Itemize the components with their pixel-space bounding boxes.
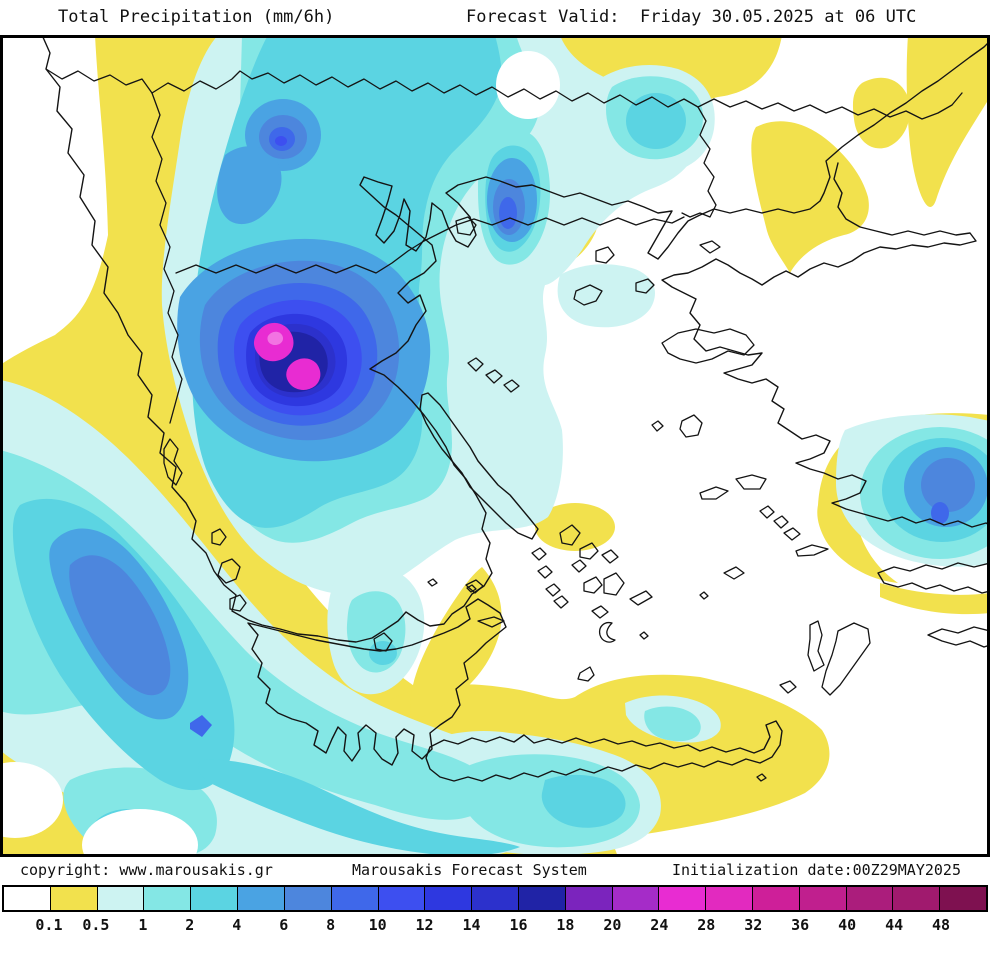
legend-color-cell: [517, 887, 565, 910]
footer-bar: copyright: www.marousakis.gr Marousakis …: [0, 857, 990, 885]
legend-tick-label: 1: [138, 916, 148, 934]
legend-color-cell: [143, 887, 191, 910]
map-title: Total Precipitation (mm/6h): [58, 7, 335, 27]
map-frame: [0, 35, 990, 857]
legend-color-cell: [611, 887, 659, 910]
forecast-valid-text: Forecast Valid: Friday 30.05.2025 at 06 …: [466, 7, 917, 27]
legend-tick-label: 12: [415, 916, 434, 934]
legend-tick-label: 40: [838, 916, 857, 934]
copyright-text: copyright: www.marousakis.gr: [20, 861, 273, 879]
legend-tick-label: 44: [885, 916, 904, 934]
legend-tick-label: 18: [556, 916, 575, 934]
header-bar: Total Precipitation (mm/6h) Forecast Val…: [0, 0, 990, 35]
initialization-date-text: Initialization date:00Z29MAY2025: [672, 861, 961, 879]
legend-tick-label: 10: [368, 916, 387, 934]
legend-color-cell: [330, 887, 378, 910]
legend-tick-row: 0.1 0.5 1 2 4 6 8 10 12 14 16 18 20 24 28 32 36 40 44 48: [2, 916, 988, 940]
country-borders: [45, 68, 963, 424]
legend-color-cell: [892, 887, 940, 910]
legend-tick-label: 32: [744, 916, 763, 934]
legend-tick-label: 4: [232, 916, 242, 934]
legend-color-cell: [96, 887, 144, 910]
islands: [163, 216, 871, 782]
legend-color-cell: [237, 887, 284, 910]
legend-color-cell: [705, 887, 752, 910]
legend-tick-label: 0.1: [35, 916, 63, 934]
forecast-map-svg: [0, 35, 990, 857]
legend-color-cell: [939, 887, 987, 910]
forecast-map: [0, 35, 990, 857]
legend-tick-label: 14: [462, 916, 481, 934]
legend-colorbar: [2, 885, 988, 912]
legend-tick-label: 48: [932, 916, 951, 934]
legend-color-cell: [49, 887, 97, 910]
legend-color-cell: [4, 887, 50, 910]
legend-color-cell: [564, 887, 612, 910]
system-name-text: Marousakis Forecast System: [352, 861, 587, 879]
legend-color-cell: [190, 887, 238, 910]
legend-color-cell: [377, 887, 425, 910]
legend-tick-label: 28: [697, 916, 716, 934]
legend-tick-label: 20: [603, 916, 622, 934]
legend-color-cell: [283, 887, 331, 910]
legend-tick-label: 6: [279, 916, 289, 934]
legend-tick-label: 8: [326, 916, 336, 934]
legend-tick-label: 16: [509, 916, 528, 934]
legend-color-cell: [658, 887, 706, 910]
legend-color-cell: [845, 887, 893, 910]
legend-tick-label: 0.5: [82, 916, 110, 934]
legend-color-cell: [471, 887, 518, 910]
legend-color-cell: [798, 887, 846, 910]
legend-color-cell: [752, 887, 799, 910]
legend-tick-label: 24: [650, 916, 669, 934]
legend-tick-label: 36: [791, 916, 810, 934]
legend-tick-label: 2: [185, 916, 195, 934]
legend-color-cell: [424, 887, 472, 910]
precipitation-layers: [0, 35, 990, 857]
